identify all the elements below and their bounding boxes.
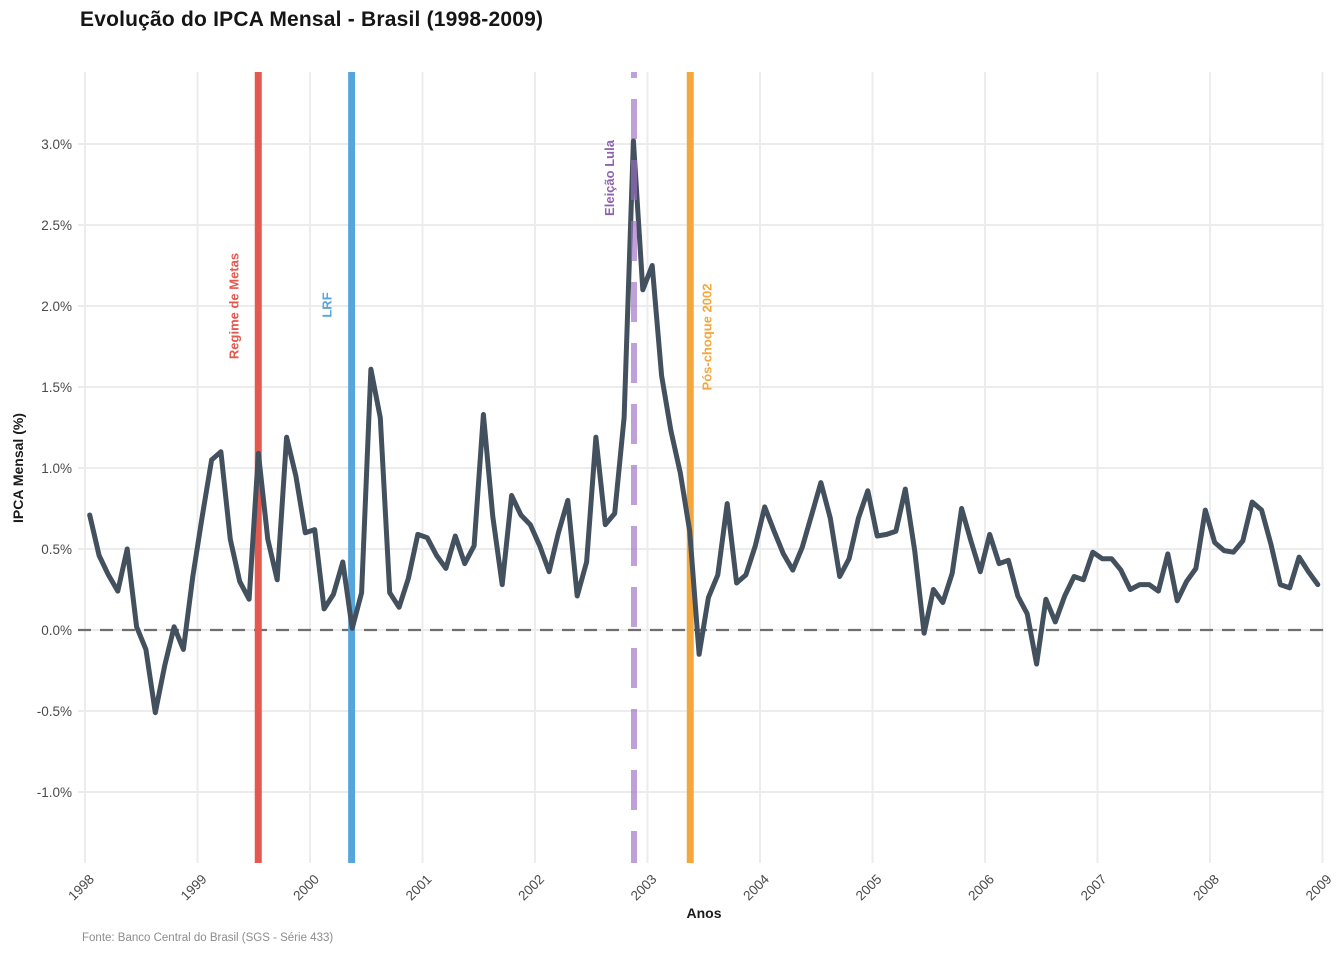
y-tick-label: -1.0% — [37, 785, 72, 800]
y-tick-label: 3.0% — [41, 137, 72, 152]
x-tick-label: 1998 — [65, 872, 97, 904]
ipca-line — [87, 138, 1321, 716]
x-tick-labels: 1998 1999 2000 2001 2002 2003 2004 2005 2006 2007… — [65, 871, 1334, 903]
x-tick-label: 2002 — [515, 872, 547, 904]
x-tick-label: 2005 — [853, 872, 885, 904]
event-label-lrf: LRF — [320, 292, 335, 317]
y-tick-labels: 3.0% 2.5% 2.0% 1.5% 1.0% 0.5% 0.0% -0.5% -1.0% — [37, 137, 72, 800]
y-tick-label: 0.0% — [41, 623, 72, 638]
y-tick-label: 1.0% — [41, 461, 72, 476]
y-tick-label: -0.5% — [37, 704, 72, 719]
y-tick-label: 2.0% — [41, 299, 72, 314]
event-label-regime-de-metas: Regime de Metas — [226, 253, 241, 359]
x-tick-label: 2009 — [1303, 872, 1335, 904]
gridlines — [78, 72, 1324, 863]
event-label-pos-choque-2002: Pós-choque 2002 — [699, 284, 714, 391]
x-tick-label: 2001 — [403, 872, 435, 904]
chart-title: Evolução do IPCA Mensal - Brasil (1998-2… — [80, 8, 544, 31]
source-note: Fonte: Banco Central do Brasil (SGS - Sé… — [82, 932, 334, 944]
y-tick-label: 2.5% — [41, 218, 72, 233]
x-tick-label: 2000 — [290, 872, 322, 904]
x-tick-label: 2004 — [740, 871, 772, 903]
x-tick-label: 2003 — [628, 872, 660, 904]
x-tick-label: 2006 — [965, 872, 997, 904]
x-axis-title: Anos — [686, 905, 722, 921]
y-tick-label: 0.5% — [41, 542, 72, 557]
x-tick-label: 2008 — [1190, 872, 1222, 904]
x-tick-label: 1999 — [178, 872, 210, 904]
y-tick-label: 1.5% — [41, 380, 72, 395]
x-tick-label: 2007 — [1078, 872, 1110, 904]
event-label-eleicao-lula: Eleição Lula — [602, 139, 617, 216]
